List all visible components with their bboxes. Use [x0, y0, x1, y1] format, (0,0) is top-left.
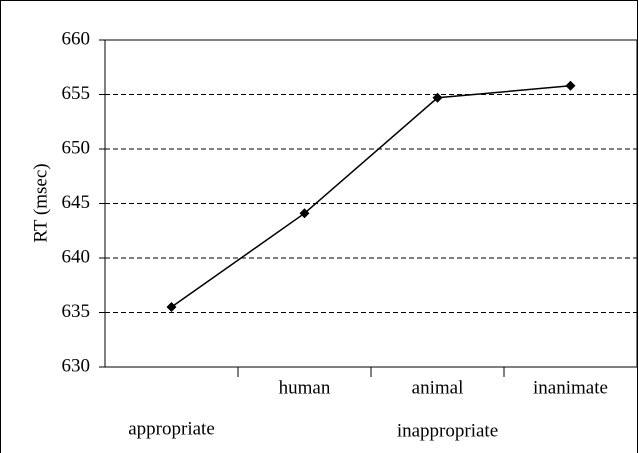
y-tick-label: 640	[62, 246, 91, 267]
y-tick-label: 660	[62, 28, 91, 49]
x-tick-label: appropriate	[128, 418, 215, 439]
y-tick-label: 635	[62, 301, 91, 322]
marker	[166, 302, 177, 313]
y-tick-label: 650	[62, 137, 91, 158]
y-tick-label: 655	[62, 83, 91, 104]
x-tick-label: inanimate	[533, 377, 608, 398]
y-axis-label: RT (msec)	[30, 163, 51, 242]
line	[171, 85, 571, 308]
x-group-label: inappropriate	[397, 420, 498, 441]
x-tick-label: human	[279, 377, 331, 398]
marker	[565, 80, 576, 91]
y-tick-label: 630	[62, 355, 91, 376]
x-tick-label: animal	[412, 377, 464, 398]
y-tick-label: 645	[62, 192, 91, 213]
marker	[299, 208, 310, 219]
marker	[432, 92, 443, 103]
